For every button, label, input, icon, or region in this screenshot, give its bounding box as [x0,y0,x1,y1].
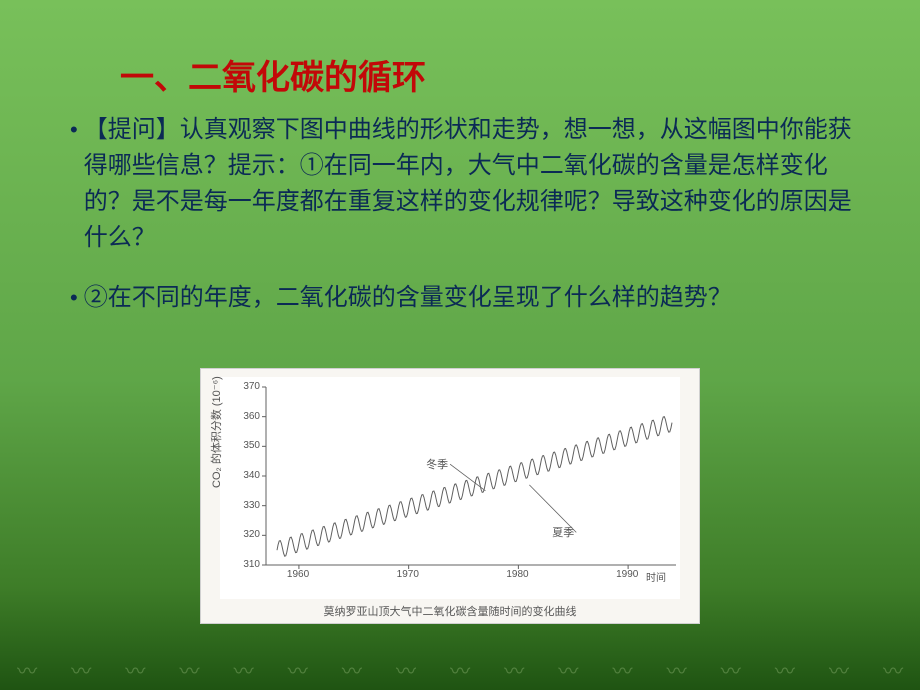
bullet-1: • 【提问】认真观察下图中曲线的形状和走势，想一想，从这幅图中你能获得哪些信息？… [70,112,870,256]
bullet-2-text: ②在不同的年度，二氧化碳的含量变化呈现了什么样的趋势？ [84,280,732,316]
chart-plot-area: CO₂ 的体积分数 (10⁻⁶) 31032033034035036037019… [220,377,680,599]
co2-line [277,417,672,557]
bullet-marker: • [70,280,78,316]
chart-svg [220,377,680,587]
chart-caption: 莫纳罗亚山顶大气中二氧化碳含量随时间的变化曲线 [324,603,577,619]
title-text: 一、二氧化碳的循环 [120,59,426,97]
decorative-footer: 〰〰〰〰〰〰〰〰〰〰〰〰〰〰〰〰〰 [0,654,920,690]
bullet-marker: • [70,112,78,256]
section-title: 一、二氧化碳的循环 [120,50,426,99]
bullet-2: • ②在不同的年度，二氧化碳的含量变化呈现了什么样的趋势？ [70,280,870,316]
bullet-1-text: 【提问】认真观察下图中曲线的形状和走势，想一想，从这幅图中你能获得哪些信息？提示… [84,112,870,256]
co2-chart: CO₂ 的体积分数 (10⁻⁶) 31032033034035036037019… [200,368,700,624]
